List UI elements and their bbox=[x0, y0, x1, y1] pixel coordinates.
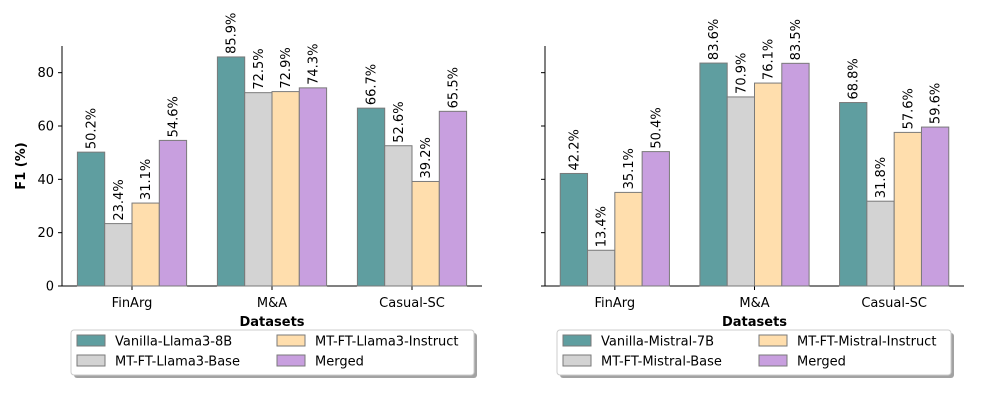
x-tick-label: Casual-SC bbox=[379, 296, 445, 311]
data-label: 31.8% bbox=[874, 157, 889, 198]
data-label: 50.2% bbox=[85, 108, 100, 149]
y-axis-label: F1 (%) bbox=[14, 142, 29, 189]
legend-swatch bbox=[758, 354, 788, 367]
data-label: 76.1% bbox=[762, 39, 777, 80]
legend-entry: MT-FT-Llama3-Instruct bbox=[315, 335, 459, 350]
legend-entry: Vanilla-Mistral-7B bbox=[601, 335, 714, 350]
data-label: 66.7% bbox=[365, 64, 380, 105]
bar bbox=[298, 87, 328, 287]
legend: Vanilla-Llama3-8B MT-FT-Llama3-Base MT-FT-… bbox=[70, 329, 477, 378]
data-label: 50.4% bbox=[649, 107, 664, 148]
chart-panel-1: 0 20 40 60 80 F1 (%) FinArg 50.2% 23.4% 31.1% 54.6… bbox=[14, 13, 482, 378]
data-label: 68.8% bbox=[847, 58, 862, 99]
data-label: 35.1% bbox=[622, 148, 637, 189]
bar bbox=[244, 92, 273, 287]
bar bbox=[411, 180, 440, 287]
legend-swatch bbox=[562, 334, 592, 347]
bar bbox=[754, 82, 783, 287]
data-label: 52.6% bbox=[392, 101, 407, 142]
data-label: 83.6% bbox=[707, 19, 722, 60]
y-tick-label: 20 bbox=[37, 226, 54, 241]
legend-box bbox=[556, 329, 952, 376]
x-tick-label: Casual-SC bbox=[861, 296, 927, 311]
data-label: 39.2% bbox=[419, 137, 434, 178]
y-tick-label: 0 bbox=[46, 280, 54, 295]
bar bbox=[699, 62, 728, 287]
data-label: 72.5% bbox=[252, 48, 267, 89]
legend-entry: Merged bbox=[797, 355, 846, 370]
legend-swatch bbox=[276, 334, 306, 347]
x-tick-label: M&A bbox=[739, 296, 769, 311]
data-label: 31.1% bbox=[139, 159, 154, 200]
bar bbox=[216, 56, 246, 287]
data-label: 59.6% bbox=[929, 83, 944, 124]
bar bbox=[587, 249, 616, 287]
bar bbox=[384, 145, 413, 287]
bar bbox=[158, 139, 188, 287]
bar bbox=[271, 91, 300, 287]
legend-entry: MT-FT-Mistral-Base bbox=[601, 355, 722, 370]
bar bbox=[726, 96, 756, 287]
bar bbox=[781, 62, 810, 287]
legend-entry: Merged bbox=[315, 355, 364, 370]
data-label: 54.6% bbox=[166, 96, 181, 137]
bar bbox=[438, 110, 468, 287]
x-tick-label: FinArg bbox=[112, 296, 153, 311]
bar bbox=[131, 202, 160, 287]
data-label: 13.4% bbox=[595, 206, 610, 247]
data-label: 65.5% bbox=[446, 67, 461, 108]
bar bbox=[559, 172, 589, 287]
bar bbox=[76, 151, 106, 287]
bar bbox=[104, 223, 133, 287]
legend-entry: MT-FT-Mistral-Instruct bbox=[797, 335, 936, 350]
x-axis-label: Datasets bbox=[722, 315, 787, 330]
legend-swatch bbox=[758, 334, 788, 347]
data-label: 74.3% bbox=[306, 44, 321, 85]
y-tick-label: 80 bbox=[37, 66, 54, 81]
data-label: 85.9% bbox=[225, 13, 240, 54]
x-axis-label: Datasets bbox=[239, 315, 304, 330]
bar bbox=[866, 200, 895, 287]
legend-box bbox=[70, 329, 475, 376]
x-tick-label: M&A bbox=[257, 296, 287, 311]
legend-entry: Vanilla-Llama3-8B bbox=[115, 335, 232, 350]
data-label: 83.5% bbox=[789, 19, 804, 60]
legend-swatch bbox=[562, 354, 592, 367]
data-label: 42.2% bbox=[567, 129, 582, 170]
legend-swatch bbox=[76, 334, 106, 347]
data-label: 70.9% bbox=[734, 53, 749, 94]
bar bbox=[641, 151, 670, 287]
bar bbox=[893, 131, 922, 287]
bar bbox=[839, 102, 868, 287]
legend: Vanilla-Mistral-7B MT-FT-Mistral-Base MT-F… bbox=[556, 329, 954, 378]
x-tick-label: FinArg bbox=[595, 296, 636, 311]
bar bbox=[614, 191, 643, 287]
legend-swatch bbox=[276, 354, 306, 367]
y-tick-label: 40 bbox=[37, 173, 54, 188]
legend-entry: MT-FT-Llama3-Base bbox=[115, 355, 240, 370]
legend-swatch bbox=[76, 354, 106, 367]
data-label: 57.6% bbox=[901, 88, 916, 129]
chart-panel-2: FinArg 42.2% 13.4% 35.1% 50.4% M&A 83.6% 70.9% 7… bbox=[541, 19, 964, 378]
data-label: 23.4% bbox=[112, 179, 127, 220]
bar bbox=[920, 126, 950, 287]
bar bbox=[356, 107, 386, 287]
data-label: 72.9% bbox=[279, 47, 294, 88]
y-tick-label: 60 bbox=[37, 120, 54, 135]
